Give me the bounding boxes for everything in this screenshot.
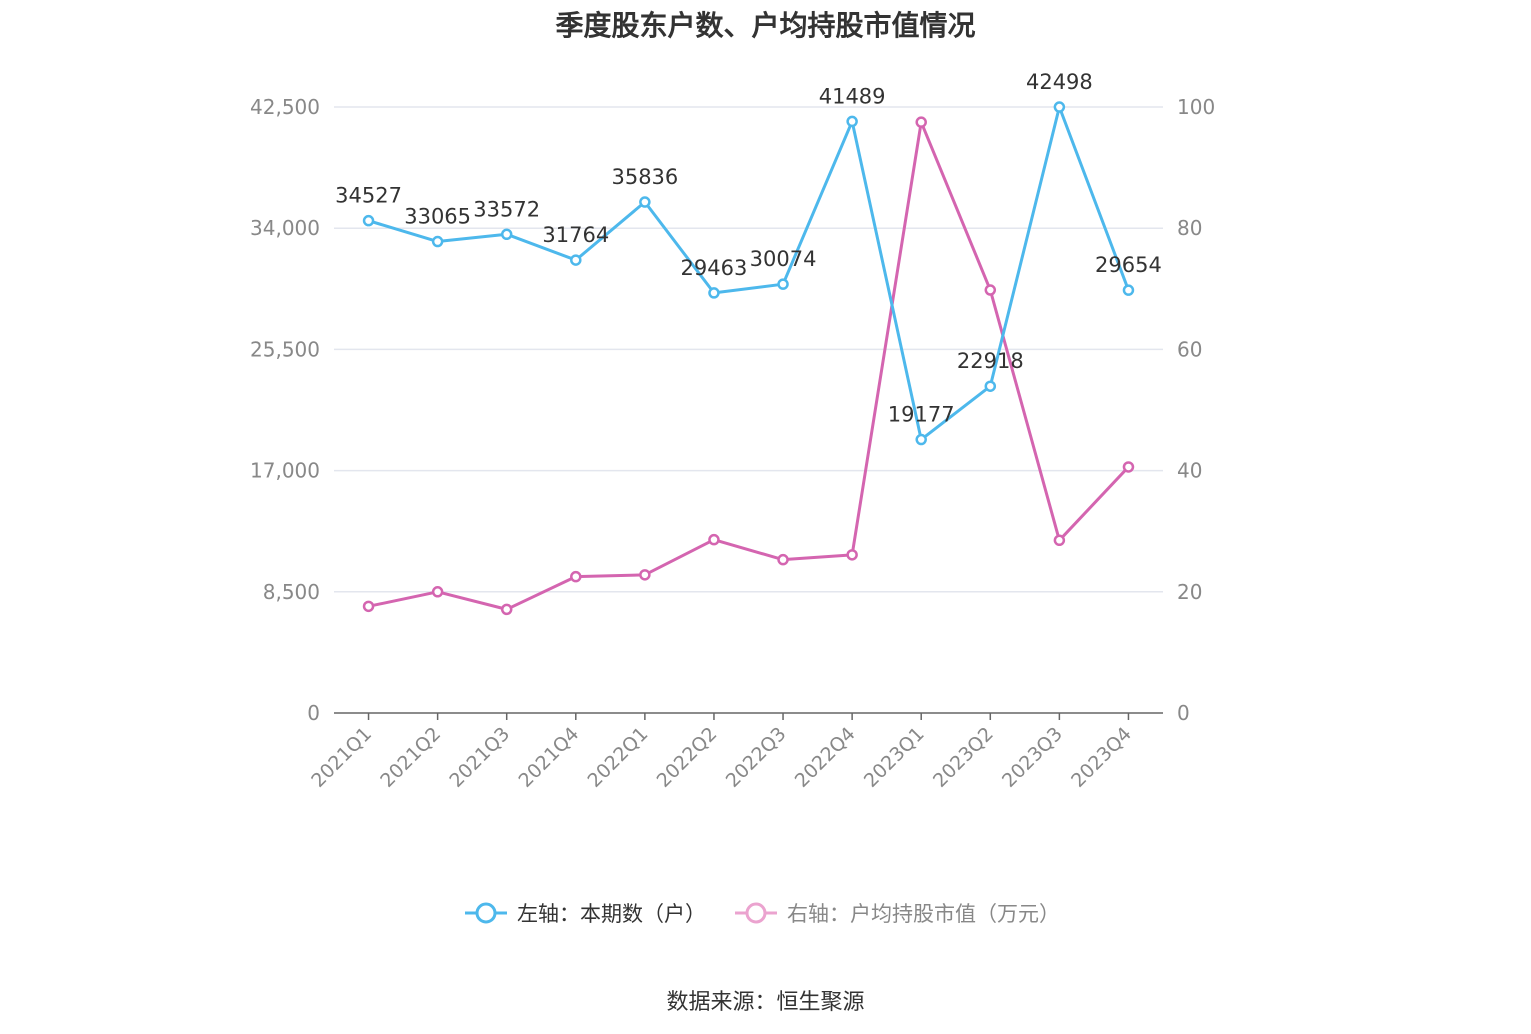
- legend-line-circle-icon: [735, 902, 777, 924]
- data-label: 22918: [957, 349, 1024, 373]
- legend-item-left-axis[interactable]: 左轴：本期数（户）: [463, 896, 706, 930]
- holders-count-point: [362, 214, 375, 227]
- holders-count-point: [639, 196, 651, 208]
- x-axis-tick-label: 2023Q2: [929, 723, 998, 792]
- data-label: 42498: [1026, 70, 1093, 94]
- series-lines: [362, 101, 1135, 616]
- avg-holding-value-point: [639, 569, 651, 581]
- legend-line-circle-icon: [465, 902, 507, 924]
- left-axis-tick-label: 34,000: [250, 216, 320, 240]
- x-axis-tick-label: 2022Q4: [791, 723, 860, 792]
- left-axis-tick-label: 0: [307, 701, 320, 725]
- right-axis-tick-label: 0: [1177, 701, 1190, 725]
- left-axis-tick-label: 8,500: [263, 580, 320, 604]
- data-label: 29463: [681, 256, 748, 280]
- avg-holding-value-point: [846, 549, 858, 561]
- x-axis-tick-label: 2023Q3: [998, 723, 1067, 792]
- left-axis-tick-label: 17,000: [250, 459, 320, 483]
- data-label: 19177: [888, 403, 955, 427]
- avg-holding-value-point: [1053, 534, 1066, 547]
- avg-holding-value-point: [431, 586, 444, 598]
- holders-count-point: [846, 115, 858, 128]
- holders-count-point: [431, 235, 444, 248]
- legend-item-right-axis[interactable]: 右轴：户均持股市值（万元）: [733, 896, 1060, 930]
- avg-holding-value-point: [984, 284, 997, 296]
- chart-title: 季度股东户数、户均持股市值情况: [555, 9, 976, 42]
- right-axis-tick-label: 20: [1177, 580, 1202, 604]
- data-label: 34527: [335, 184, 402, 208]
- x-axis-tick-label: 2022Q2: [653, 723, 722, 792]
- avg-holding-value-point: [500, 603, 513, 616]
- x-axis-tick-label: 2022Q1: [584, 723, 653, 792]
- holders-count-point: [915, 433, 927, 446]
- legend-label: 左轴：本期数（户）: [517, 902, 706, 926]
- left-axis-tick-label: 42,500: [250, 95, 320, 119]
- right-axis-tick-label: 100: [1177, 95, 1215, 119]
- avg-holding-value-point: [708, 533, 720, 546]
- data-label: 30074: [750, 247, 817, 271]
- data-label: 33572: [473, 197, 540, 221]
- holders-count-point: [984, 380, 997, 392]
- holders-count-point: [1053, 101, 1066, 113]
- grid-lines: [334, 106, 1163, 593]
- x-axis-tick-label: 2023Q4: [1067, 723, 1136, 792]
- chart-plot: 0 0 8,500 20 17,000 40 25,500 60 34,000 80 42,500 1…: [250, 70, 1215, 792]
- avg-holding-value-point: [915, 116, 927, 128]
- data-label: 31764: [542, 223, 609, 247]
- avg-holding-value-line: [368, 120, 1130, 611]
- x-axis-tick-label: 2021Q3: [445, 723, 514, 792]
- holders-count-point: [708, 287, 720, 299]
- right-axis-tick-label: 40: [1177, 459, 1202, 483]
- holders-count-point: [570, 254, 582, 266]
- x-axis-tick-label: 2021Q2: [376, 723, 445, 792]
- x-axis-tick-label: 2021Q1: [307, 723, 376, 792]
- data-label: 29654: [1095, 253, 1162, 277]
- holders-count-point: [777, 278, 789, 290]
- data-label: 33065: [404, 205, 471, 229]
- holders-count-point: [500, 228, 513, 241]
- data-label: 35836: [611, 165, 678, 189]
- avg-holding-value-point: [362, 600, 375, 613]
- avg-holding-value-point: [1122, 461, 1135, 473]
- data-label: 41489: [819, 84, 886, 108]
- x-axis-tick-label: 2022Q3: [722, 723, 791, 792]
- x-axis-tick-label: 2023Q1: [860, 723, 929, 792]
- avg-holding-value-point: [777, 553, 789, 566]
- holders-count-line: [368, 105, 1130, 442]
- avg-holding-value-point: [570, 570, 582, 583]
- right-axis-tick-label: 60: [1177, 337, 1202, 361]
- holders-count-point: [1122, 284, 1135, 296]
- right-axis-tick-label: 80: [1177, 216, 1202, 240]
- x-axis-tick-label: 2021Q4: [514, 723, 583, 792]
- data-source-note: 数据来源：恒生聚源: [666, 990, 865, 1015]
- legend-label: 右轴：户均持股市值（万元）: [787, 902, 1060, 926]
- left-axis-tick-label: 25,500: [250, 337, 320, 361]
